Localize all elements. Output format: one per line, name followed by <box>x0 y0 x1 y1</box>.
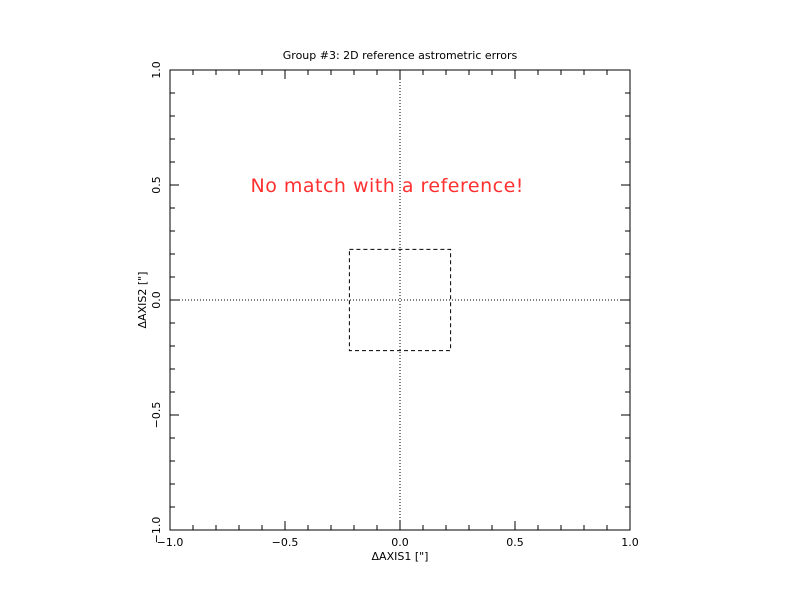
y-tick-label: 0.5 <box>150 176 163 194</box>
zero-lines <box>170 70 630 530</box>
x-tick-label: −0.5 <box>272 536 299 549</box>
y-tick-label: −1.0 <box>150 517 163 544</box>
x-tick-label: −1.0 <box>157 536 184 549</box>
no-match-annotation: No match with a reference! <box>251 175 524 197</box>
error-box-group <box>348 248 452 352</box>
y-tick-label: 0.0 <box>150 291 163 309</box>
y-tick-label: −0.5 <box>150 402 163 429</box>
y-tick-label: 1.0 <box>150 61 163 79</box>
x-tick-label: 0.5 <box>506 536 524 549</box>
x-tick-label: 0.0 <box>391 536 409 549</box>
tick-labels: −1.0 −0.5 0.0 0.5 1.0 −1.0 −0.5 0.0 0.5 1.0 <box>150 61 639 549</box>
y-axis-label: ΔAXIS2 ["] <box>136 272 149 329</box>
error-box <box>348 248 452 352</box>
chart-title: Group #3: 2D reference astrometric error… <box>283 49 518 62</box>
plot-frame <box>169 69 631 531</box>
x-axis-label: ΔAXIS1 ["] <box>372 550 429 563</box>
x-tick-label: 1.0 <box>621 536 639 549</box>
